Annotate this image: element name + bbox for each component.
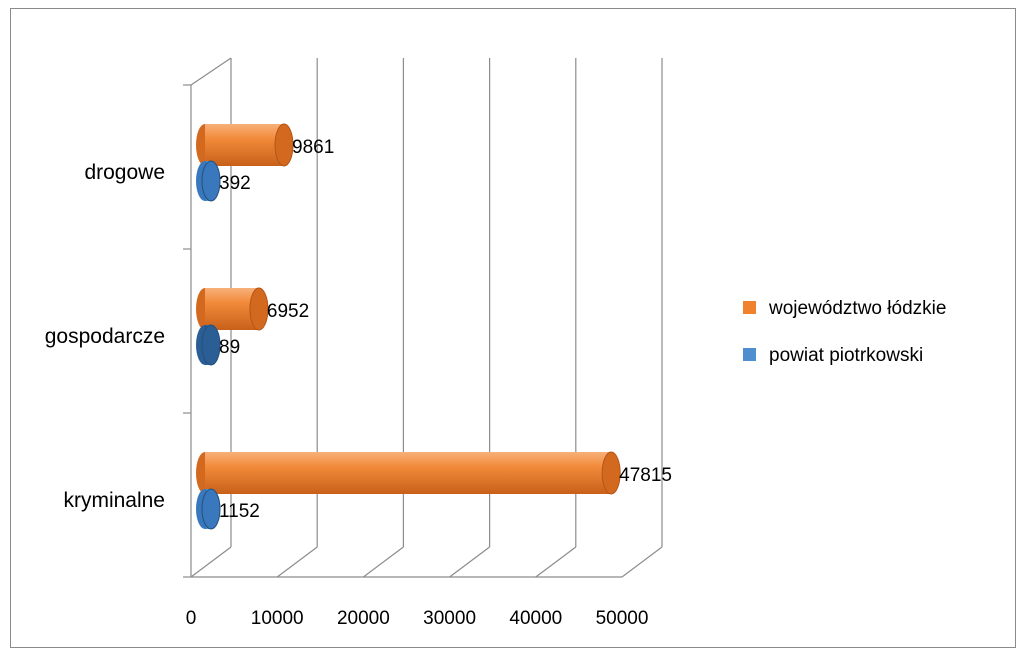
bar-cap-end (274, 123, 294, 167)
legend-label: powiat piotrkowski (769, 345, 923, 366)
x-tick-label: 0 (186, 608, 197, 629)
data-label: 89 (219, 337, 240, 358)
y-axis-top (190, 57, 232, 86)
category-label: gospodarcze (45, 325, 165, 348)
data-label: 9861 (292, 137, 334, 158)
gridline-floor (535, 546, 577, 578)
legend-label: województwo łódzkie (768, 298, 946, 319)
data-label: 6952 (267, 301, 309, 322)
x-tick-label: 20000 (337, 608, 390, 629)
data-label: 47815 (619, 465, 672, 486)
x-tick-label: 10000 (251, 608, 304, 629)
x-tick-label: 30000 (423, 608, 476, 629)
gridline-floor (621, 546, 663, 578)
category-label: kryminalne (63, 489, 165, 512)
chart-frame (10, 8, 1016, 648)
gridline-floor (276, 546, 318, 578)
bar-cap-end (249, 287, 269, 331)
data-label: 392 (219, 173, 251, 194)
gridline-floor (363, 546, 404, 578)
legend-swatch (743, 348, 756, 361)
bar-cap-end (201, 324, 221, 366)
gridline-floor (449, 546, 490, 578)
data-label: 1152 (219, 501, 260, 522)
gridline-floor (190, 546, 232, 578)
bar-cap-end (601, 451, 621, 495)
labels: 0 10000 20000 30000 40000 50000 drogowe 9861 392… (45, 137, 672, 629)
category-label: drogowe (84, 161, 165, 184)
legend-swatch (743, 301, 756, 314)
legend: województwo łódzkie powiat piotrkowski (743, 298, 946, 366)
bars (196, 123, 621, 530)
bar-województwo łódzkie-kryminalne (205, 452, 612, 494)
x-tick-label: 50000 (596, 608, 649, 629)
bar-cap-end (201, 160, 221, 202)
x-tick-label: 40000 (509, 608, 562, 629)
bar-cap-end (201, 488, 221, 530)
bar-województwo łódzkie-drogowe (205, 124, 285, 166)
